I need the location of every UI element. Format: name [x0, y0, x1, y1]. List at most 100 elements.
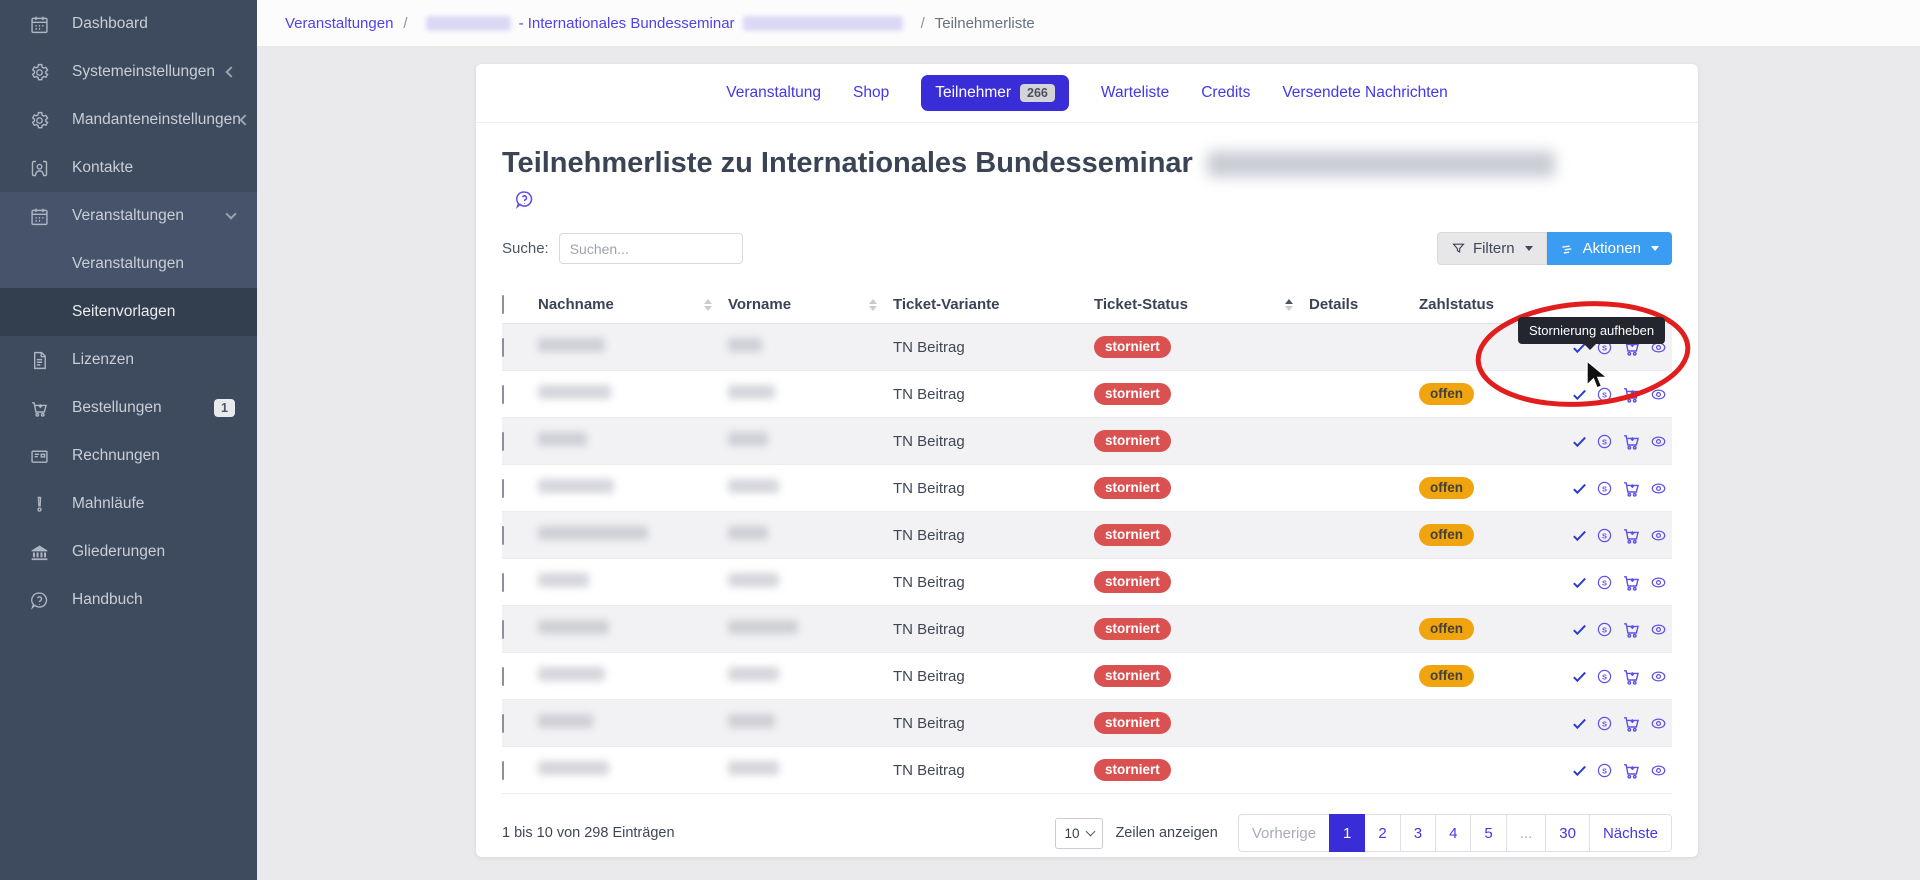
sidebar-item-gliederungen[interactable]: Gliederungen	[0, 528, 257, 576]
redacted-nachname	[538, 338, 605, 352]
actions-button[interactable]: Aktionen	[1546, 232, 1672, 265]
pagination-next-button[interactable]: Nächste	[1588, 814, 1672, 852]
cart-icon[interactable]	[1621, 572, 1642, 593]
storno-icon[interactable]: S	[1596, 574, 1613, 591]
redacted-nachname	[538, 761, 609, 775]
select-all-checkbox[interactable]	[502, 295, 504, 314]
redacted-vorname	[728, 385, 775, 399]
eye-icon[interactable]	[1650, 668, 1667, 685]
breadcrumb-link-internationales-bundesseminar[interactable]: - Internationales Bundesseminar	[518, 14, 735, 32]
filter-button[interactable]: Filtern	[1436, 232, 1547, 265]
storno-icon[interactable]: S	[1596, 527, 1613, 544]
eye-icon[interactable]	[1650, 715, 1667, 732]
uncancel-check-icon[interactable]	[1571, 480, 1588, 497]
row-checkbox[interactable]	[502, 713, 504, 733]
tab-veranstaltung[interactable]: Veranstaltung	[726, 84, 821, 102]
sidebar-item-systemeinstellungen[interactable]: Systemeinstellungen	[0, 48, 257, 96]
tab-teilnehmer[interactable]: Teilnehmer 266	[921, 75, 1069, 111]
tab-versendete-nachrichten[interactable]: Versendete Nachrichten	[1282, 84, 1447, 102]
cart-icon[interactable]	[1621, 760, 1642, 781]
tab-credits[interactable]: Credits	[1201, 84, 1250, 102]
table-row: TN Beitrag storniert S	[502, 747, 1672, 794]
tab-shop[interactable]: Shop	[853, 84, 889, 102]
pagination-page-30[interactable]: 30	[1545, 814, 1590, 852]
eye-icon[interactable]	[1650, 386, 1667, 403]
cart-icon[interactable]	[1621, 384, 1642, 405]
help-bubble-icon[interactable]	[514, 189, 535, 210]
storno-icon[interactable]: S	[1596, 762, 1613, 779]
storno-icon[interactable]: S	[1596, 668, 1613, 685]
cart-icon[interactable]	[1621, 431, 1642, 452]
row-checkbox[interactable]	[502, 431, 504, 451]
help-bubble-icon	[28, 589, 50, 611]
pagination-page-2[interactable]: 2	[1364, 814, 1401, 852]
sidebar-item-veranstaltungen[interactable]: Veranstaltungen	[0, 192, 257, 240]
row-checkbox[interactable]	[502, 760, 504, 780]
svg-text:S: S	[1602, 437, 1607, 446]
table-row: TN Beitrag storniert S	[502, 324, 1672, 371]
row-checkbox[interactable]	[502, 478, 504, 498]
row-checkbox[interactable]	[502, 619, 504, 639]
uncancel-check-icon[interactable]	[1571, 621, 1588, 638]
storno-icon[interactable]: S	[1596, 715, 1613, 732]
row-checkbox[interactable]	[502, 666, 504, 686]
breadcrumb-link-veranstaltungen[interactable]: Veranstaltungen	[285, 14, 394, 32]
chevron-left-icon	[239, 114, 251, 126]
calendar-icon	[28, 205, 50, 227]
uncancel-check-icon[interactable]	[1571, 762, 1588, 779]
uncancel-check-icon[interactable]	[1571, 715, 1588, 732]
storno-icon[interactable]: S	[1596, 480, 1613, 497]
uncancel-check-icon[interactable]	[1571, 386, 1588, 403]
sidebar-item-handbuch[interactable]: Handbuch	[0, 576, 257, 624]
sidebar-item-lizenzen[interactable]: Lizenzen	[0, 336, 257, 384]
eye-icon[interactable]	[1650, 762, 1667, 779]
pagination-previous-button[interactable]: Vorherige	[1237, 814, 1331, 852]
eye-icon[interactable]	[1650, 621, 1667, 638]
row-checkbox[interactable]	[502, 384, 504, 404]
cart-icon[interactable]	[1621, 713, 1642, 734]
svg-text:S: S	[1602, 343, 1607, 352]
sidebar-subitem-veranstaltungen[interactable]: Veranstaltungen	[0, 240, 257, 288]
cart-icon[interactable]	[1621, 478, 1642, 499]
sidebar-item-bestellungen[interactable]: Bestellungen 1	[0, 384, 257, 432]
row-checkbox[interactable]	[502, 525, 504, 545]
cart-icon[interactable]	[1621, 666, 1642, 687]
pagination-page-1[interactable]: 1	[1329, 814, 1366, 852]
sidebar-subitem-seitenvorlagen[interactable]: Seitenvorlagen	[0, 288, 257, 336]
pagination-page-3[interactable]: 3	[1399, 814, 1437, 852]
sidebar-item-mandanteneinstellungen[interactable]: Mandanteneinstellungen	[0, 96, 257, 144]
redacted-vorname	[728, 338, 762, 352]
sort-arrows-icon[interactable]	[869, 298, 877, 311]
uncancel-check-icon[interactable]	[1571, 527, 1588, 544]
column-header-ticket-status[interactable]: Ticket-Status	[1094, 296, 1309, 313]
uncancel-check-icon[interactable]	[1571, 668, 1588, 685]
sidebar-item-kontakte[interactable]: Kontakte	[0, 144, 257, 192]
column-header-vorname[interactable]: Vorname	[728, 296, 893, 313]
uncancel-check-icon[interactable]	[1571, 433, 1588, 450]
storno-icon[interactable]: S	[1596, 621, 1613, 638]
eye-icon[interactable]	[1650, 574, 1667, 591]
eye-icon[interactable]	[1650, 480, 1667, 497]
row-checkbox[interactable]	[502, 337, 504, 357]
storno-icon[interactable]: S	[1596, 433, 1613, 450]
column-header-nachname[interactable]: Nachname	[538, 296, 728, 313]
cart-icon[interactable]	[1621, 619, 1642, 640]
pagination-page-5[interactable]: 5	[1470, 814, 1507, 852]
action-lines-icon	[1560, 241, 1576, 257]
redacted-event-name	[1206, 150, 1555, 177]
storno-icon[interactable]: S	[1596, 386, 1613, 403]
sort-arrows-icon[interactable]	[1285, 298, 1293, 311]
row-checkbox[interactable]	[502, 572, 504, 592]
sidebar-item-rechnungen[interactable]: Rechnungen	[0, 432, 257, 480]
sort-arrows-icon[interactable]	[704, 298, 712, 311]
search-input[interactable]	[558, 233, 743, 264]
eye-icon[interactable]	[1650, 433, 1667, 450]
page-size-select[interactable]: 10	[1055, 817, 1104, 849]
uncancel-check-icon[interactable]	[1571, 574, 1588, 591]
tab-warteliste[interactable]: Warteliste	[1101, 84, 1169, 102]
cart-icon[interactable]	[1621, 525, 1642, 546]
sidebar-item-dashboard[interactable]: Dashboard	[0, 0, 257, 48]
eye-icon[interactable]	[1650, 527, 1667, 544]
pagination-page-4[interactable]: 4	[1435, 814, 1472, 852]
sidebar-item-mahnl-ufe[interactable]: Mahnläufe	[0, 480, 257, 528]
